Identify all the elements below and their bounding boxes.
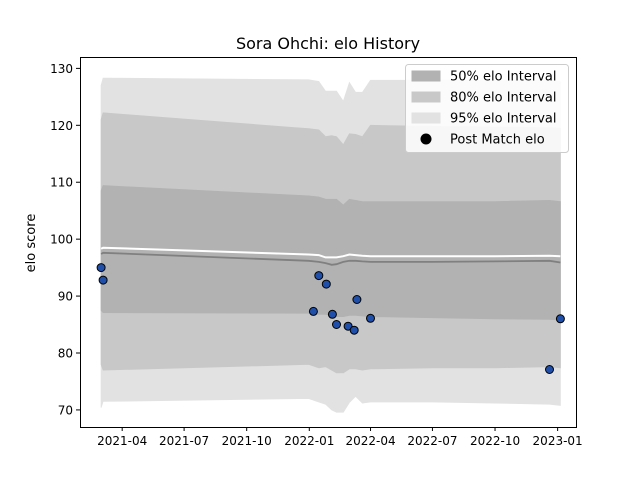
x-tick-label: 2021-10 [222,434,272,448]
x-tick-label: 2022-07 [407,434,457,448]
legend-label: 95% elo Interval [450,112,557,127]
x-tick-label: 2022-10 [470,434,520,448]
y-tick-label: 90 [58,290,73,304]
post-match-point [99,276,107,284]
legend-swatch [412,71,440,81]
legend-label: Post Match elo [450,133,545,148]
post-match-point [315,272,323,280]
y-tick-label: 130 [50,62,73,76]
y-tick-label: 110 [50,176,73,190]
legend-marker [421,134,432,145]
post-match-point [322,280,330,288]
y-tick-label: 80 [58,347,73,361]
x-tick-label: 2022-04 [345,434,395,448]
post-match-point [546,366,554,374]
legend-label: 80% elo Interval [450,91,557,106]
legend-swatch [412,92,440,102]
post-match-point [97,264,105,272]
y-tick-label: 120 [50,119,73,133]
x-tick-label: 2021-04 [97,434,147,448]
x-tick-label: 2021-07 [159,434,209,448]
x-tick-label: 2022-01 [284,434,334,448]
y-axis-label: elo score [24,214,39,273]
post-match-point [328,310,336,318]
legend-label: 50% elo Interval [450,70,557,85]
y-tick-label: 100 [50,233,73,247]
post-match-point [353,296,361,304]
legend: 50% elo Interval 80% elo Interval 95% elo … [406,65,569,153]
band-50-interval [101,186,560,320]
x-tick-label: 2023-01 [533,434,583,448]
post-match-point [309,307,317,315]
post-match-point [333,321,341,329]
chart-title: Sora Ohchi: elo History [236,34,420,53]
post-match-point [367,314,375,322]
legend-swatch [412,113,440,123]
y-tick-label: 70 [58,403,73,417]
post-match-point [350,326,358,334]
post-match-point [556,315,564,323]
